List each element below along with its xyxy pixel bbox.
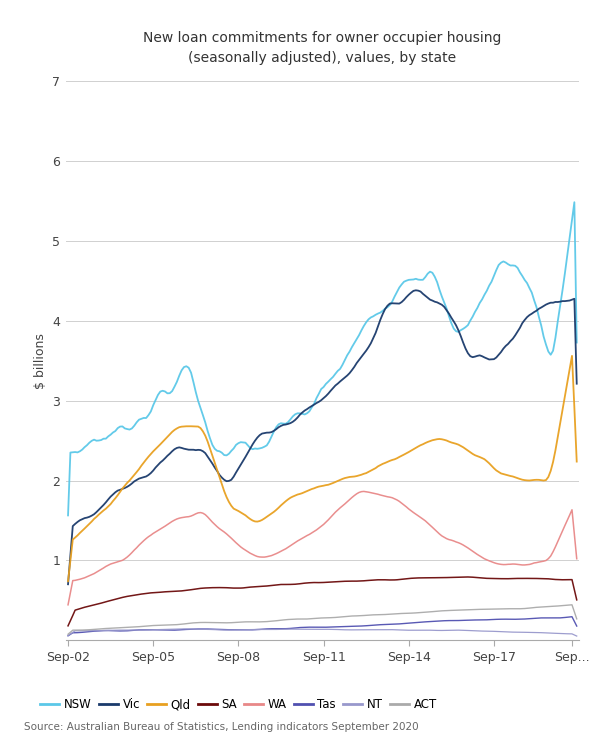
Legend: NSW, Vic, Qld, SA, WA, Tas, NT, ACT: NSW, Vic, Qld, SA, WA, Tas, NT, ACT bbox=[36, 694, 441, 716]
Title: New loan commitments for owner occupier housing
(seasonally adjusted), values, b: New loan commitments for owner occupier … bbox=[143, 31, 501, 65]
Text: Source: Australian Bureau of Statistics, Lending indicators September 2020: Source: Australian Bureau of Statistics,… bbox=[24, 722, 418, 732]
Y-axis label: $ billions: $ billions bbox=[33, 333, 47, 389]
